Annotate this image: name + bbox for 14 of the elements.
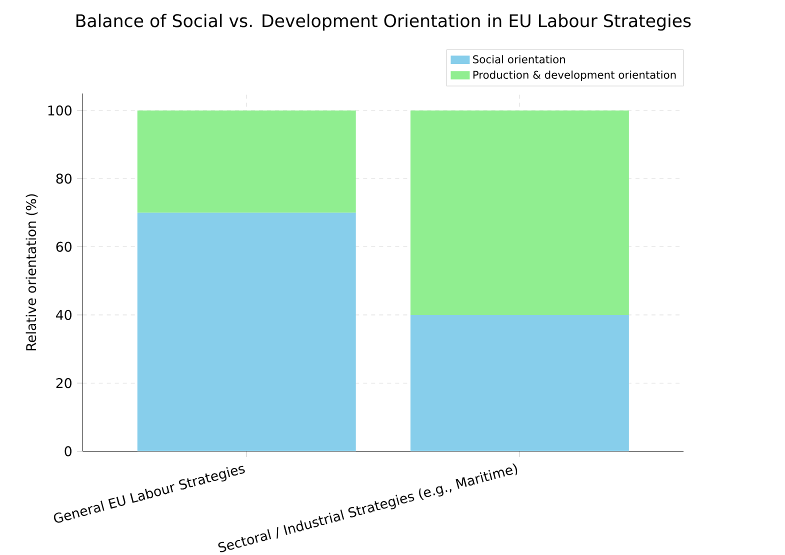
y-axis-title: Relative orientation (%): [26, 194, 38, 350]
y-tick-label: 20: [56, 378, 72, 388]
y-tick-label: 40: [56, 310, 72, 320]
bar: [137, 212, 356, 452]
bar: [137, 110, 356, 213]
legend-label: Social orientation: [473, 54, 565, 64]
bar: [410, 314, 629, 452]
bar: [410, 110, 629, 315]
y-tick-label: 0: [64, 446, 72, 456]
y-tick-label: 100: [48, 105, 72, 116]
chart-title: Balance of Social vs. Development Orientation in EU Labour Strategies: [76, 14, 691, 30]
y-tick-label: 80: [56, 173, 72, 184]
legend-label: Production & development orientation: [473, 70, 676, 81]
y-tick-label: 60: [56, 242, 72, 252]
